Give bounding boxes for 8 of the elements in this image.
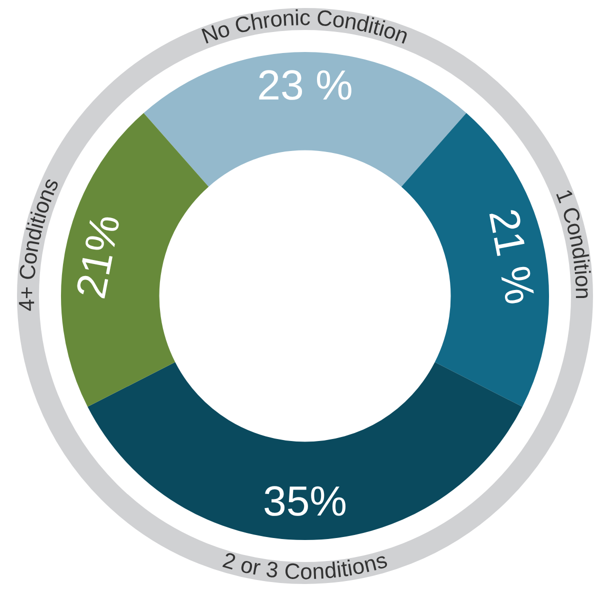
data-label: 35% (262, 478, 348, 525)
data-label: 21% (66, 210, 129, 302)
data-label: 23 % (257, 62, 353, 109)
category-label: 4+ Conditions (14, 174, 64, 312)
data-label: 21 % (480, 205, 544, 308)
category-label: 2 or 3 Conditions (220, 547, 390, 584)
category-label: 1 Condition (551, 186, 596, 300)
category-label: No Chronic Condition (198, 5, 412, 49)
